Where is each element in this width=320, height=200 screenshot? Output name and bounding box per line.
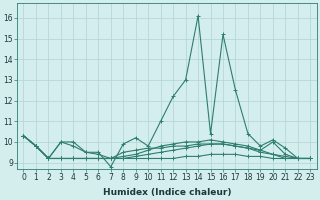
- X-axis label: Humidex (Indice chaleur): Humidex (Indice chaleur): [103, 188, 231, 197]
